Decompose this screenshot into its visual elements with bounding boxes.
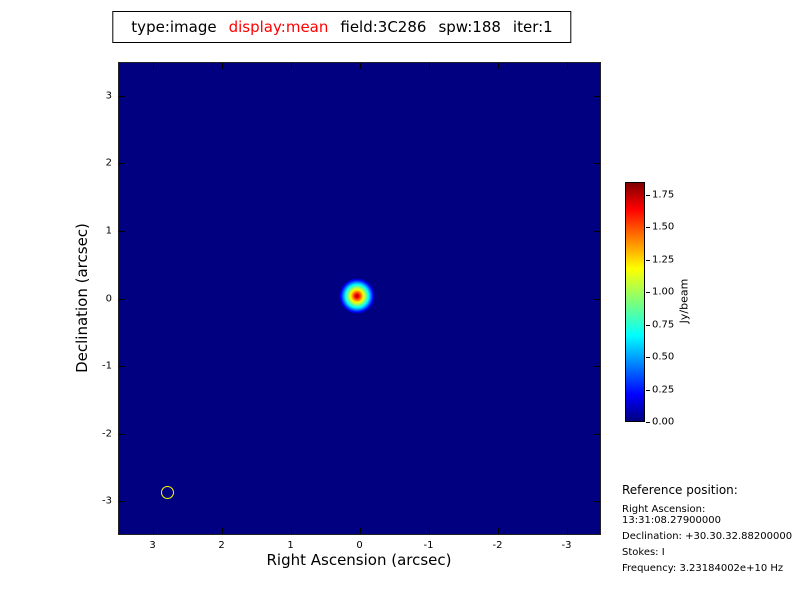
x-tick-label: 3: [149, 540, 156, 551]
x-tick-mark: [290, 63, 292, 69]
x-tick-mark: [359, 63, 361, 69]
y-tick-label: 0: [105, 293, 112, 304]
colorbar-tick-mark: [646, 389, 650, 391]
x-axis-label: Right Ascension (arcsec): [266, 551, 452, 569]
y-tick-label: 3: [105, 90, 112, 102]
colorbar-tick-label: 0.25: [652, 384, 675, 396]
title-segment: iter:1: [512, 18, 553, 36]
title-segment: spw:188: [438, 18, 501, 36]
y-tick-mark: [119, 230, 125, 232]
y-tick-mark: [119, 163, 125, 165]
image-plot: [118, 62, 601, 535]
y-tick-mark: [594, 366, 600, 368]
x-tick-label: 2: [218, 540, 225, 551]
colorbar-tick-label: 1.50: [652, 221, 675, 233]
x-tick-mark: [221, 528, 223, 534]
y-tick-mark: [594, 230, 600, 232]
x-tick-mark: [152, 63, 154, 69]
colorbar-tick-label: 0.75: [652, 319, 675, 331]
y-tick-mark: [119, 501, 125, 503]
x-tick-mark: [290, 528, 292, 534]
colorbar-tick-mark: [646, 422, 650, 423]
x-tick-mark: [152, 528, 154, 534]
reference-lines: Right Ascension: 13:31:08.27900000 Declin…: [622, 504, 800, 574]
x-tick-mark: [566, 528, 568, 534]
colorbar-tick-mark: [646, 324, 650, 326]
y-tick-label: 2: [105, 157, 112, 169]
colorbar-tick-mark: [646, 227, 650, 229]
y-tick-mark: [119, 433, 125, 435]
y-tick-mark: [594, 95, 600, 97]
x-tick-mark: [497, 63, 499, 69]
plot-title-box: type:image display:mean field:3C286 spw:188…: [112, 11, 572, 43]
x-tick-label: -3: [561, 540, 572, 551]
x-tick-label: -2: [492, 540, 503, 551]
colorbar-tick-mark: [646, 357, 650, 359]
reference-line: Frequency: 3.23184002e+10 Hz: [622, 563, 784, 574]
x-tick-mark: [428, 63, 430, 69]
x-tick-mark: [497, 528, 499, 534]
x-tick-label: -1: [423, 540, 434, 551]
beam-circle: [160, 485, 174, 499]
x-tick-label: 0: [356, 540, 363, 551]
reference-heading: Reference position:: [622, 483, 738, 497]
title-segment: display:mean: [228, 18, 329, 36]
reference-line: Stokes: I: [622, 547, 665, 558]
y-tick-mark: [594, 433, 600, 435]
y-tick-mark: [594, 298, 600, 300]
y-tick-mark: [119, 366, 125, 368]
colorbar-tick-mark: [646, 292, 650, 294]
x-tick-mark: [428, 528, 430, 534]
reference-position-block: Reference position: Right Ascension: 13:…: [622, 483, 800, 579]
y-tick-label: 1: [105, 225, 112, 237]
y-tick-mark: [594, 501, 600, 503]
colorbar-label: Jy/beam: [677, 278, 691, 324]
y-tick-mark: [119, 95, 125, 97]
y-tick-label: -3: [102, 495, 112, 507]
colorbar-tick-label: 1.00: [652, 286, 675, 298]
title-segment: field:3C286: [340, 18, 427, 36]
title-segment: type:image: [131, 18, 217, 36]
y-tick-mark: [594, 163, 600, 165]
x-tick-mark: [359, 528, 361, 534]
colorbar: [625, 182, 645, 422]
x-tick-mark: [221, 63, 223, 69]
colorbar-tick-label: 0.50: [652, 351, 675, 363]
colorbar-tick-mark: [646, 194, 650, 196]
colorbar-tick-label: 0.00: [652, 416, 675, 428]
y-axis-label: Declination (arcsec): [73, 223, 91, 373]
reference-line: Declination: +30.30.32.88200000: [622, 531, 793, 542]
y-tick-label: -1: [102, 360, 112, 372]
y-tick-label: -2: [102, 428, 112, 440]
point-source: [339, 278, 376, 315]
colorbar-tick-label: 1.75: [652, 189, 675, 201]
colorbar-tick-mark: [646, 259, 650, 261]
reference-line: Right Ascension: 13:31:08.27900000: [622, 504, 721, 526]
y-tick-mark: [119, 298, 125, 300]
x-tick-label: 1: [287, 540, 294, 551]
x-tick-mark: [566, 63, 568, 69]
colorbar-tick-label: 1.25: [652, 254, 675, 266]
